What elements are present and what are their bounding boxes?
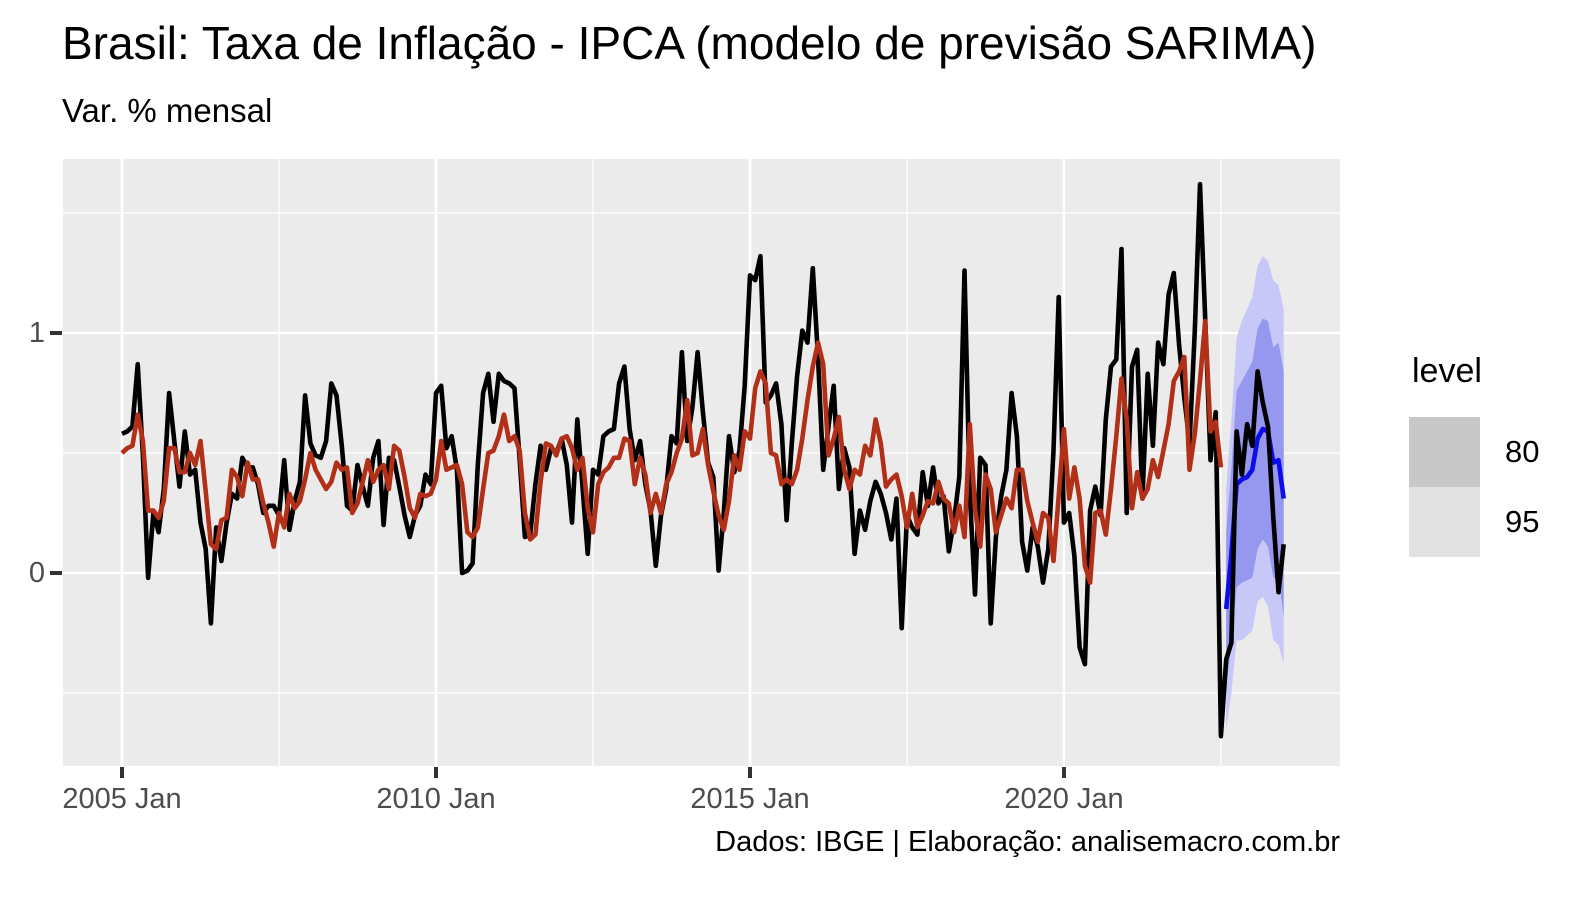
y-tick-label-1: 1 [28, 317, 45, 349]
legend: level 80 95 [1409, 352, 1589, 557]
legend-label-80: 80 [1505, 434, 1540, 469]
chart-title: Brasil: Taxa de Inflação - IPCA (modelo … [62, 17, 1317, 69]
chart-subtitle: Var. % mensal [62, 92, 273, 129]
x-tick-label-2010: 2010 Jan [376, 783, 496, 815]
legend-swatch-95 [1409, 487, 1480, 557]
x-tick-mark-2015 [748, 767, 752, 778]
legend-key-80: 80 [1409, 417, 1589, 487]
legend-title: level [1412, 352, 1482, 390]
y-tick-label-0: 0 [28, 557, 45, 589]
x-tick-label-2020: 2020 Jan [1004, 783, 1124, 815]
x-tick-mark-2005 [120, 767, 124, 778]
x-tick-mark-2020 [1062, 767, 1066, 778]
plot-svg [63, 159, 1340, 766]
x-tick-label-2005: 2005 Jan [62, 783, 182, 815]
legend-swatch-80 [1409, 417, 1480, 487]
x-tick-label-2015: 2015 Jan [690, 783, 810, 815]
x-tick-mark-2010 [434, 767, 438, 778]
chart-caption: Dados: IBGE | Elaboração: analisemacro.c… [715, 826, 1340, 858]
y-tick-mark-1 [50, 331, 62, 335]
plot-panel [63, 159, 1340, 766]
y-tick-mark-0 [50, 571, 62, 575]
legend-label-95: 95 [1505, 504, 1540, 539]
legend-key-95: 95 [1409, 487, 1589, 557]
